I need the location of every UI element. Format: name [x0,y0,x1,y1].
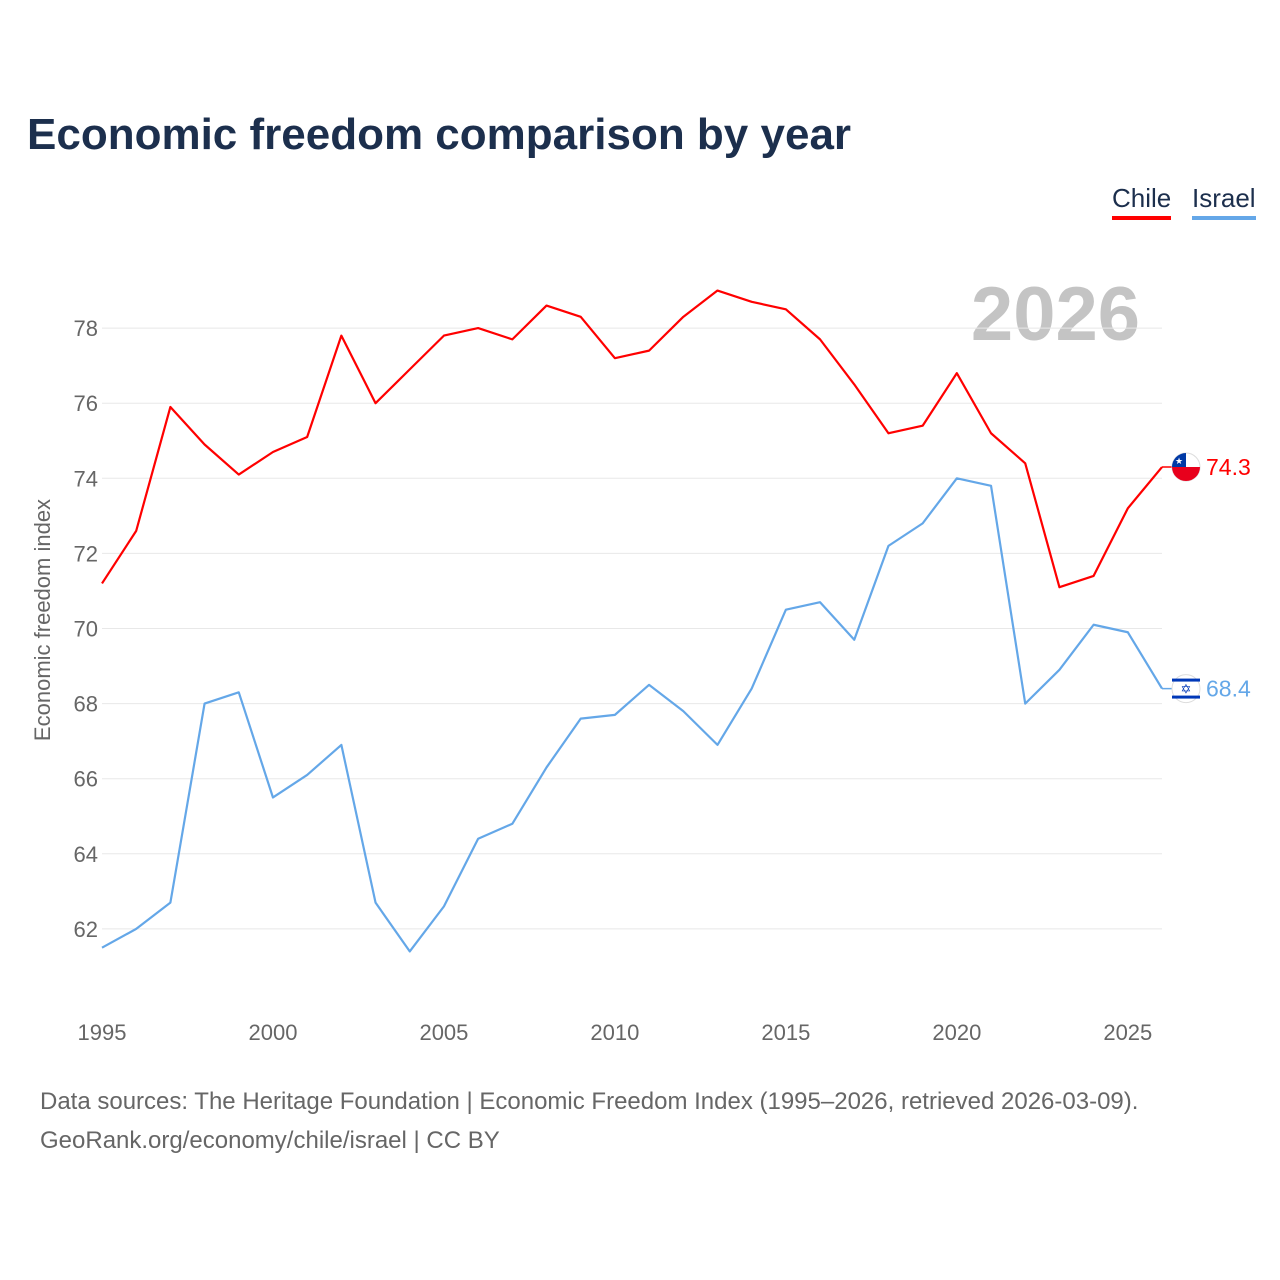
chile-flag-red [1172,467,1200,482]
x-tick-label: 2025 [1103,1020,1152,1045]
israel-flag-stripe [1172,678,1200,682]
x-tick-label: 1995 [78,1020,127,1045]
y-tick-label: 72 [74,541,98,566]
chile-flag-blue [1172,453,1186,468]
x-tick-label: 2005 [419,1020,468,1045]
y-tick-label: 68 [74,692,98,717]
legend-israel[interactable]: Israel [1192,183,1256,220]
x-tick-label: 2020 [932,1020,981,1045]
legend-chile[interactable]: Chile [1112,183,1172,220]
israel-flag-stripe [1172,695,1200,699]
y-tick-label: 70 [74,617,98,642]
x-tick-label: 2010 [590,1020,639,1045]
end-label-israel: 68.4 [1206,676,1251,702]
series-line-israel [101,477,1163,953]
y-axis-label: Economic freedom index [30,499,55,741]
chart-title: Economic freedom comparison by year [27,110,852,159]
source-link[interactable]: GeoRank.org/economy/chile/israel | CC BY [40,1127,500,1154]
y-tick-label: 76 [74,391,98,416]
year-watermark: 2026 [971,272,1140,357]
israel-flag-star: ✡ [1181,682,1192,697]
end-label-chile: 74.3 [1206,454,1251,480]
chile-flag-star: ★ [1175,456,1183,466]
series-line-chile [101,289,1163,589]
y-tick-label: 66 [74,767,98,792]
y-tick-label: 64 [74,842,98,867]
source-note: Data sources: The Heritage Foundation | … [40,1088,1139,1115]
y-tick-label: 62 [74,917,98,942]
x-tick-label: 2000 [248,1020,297,1045]
y-tick-label: 78 [74,316,98,341]
x-tick-label: 2015 [761,1020,810,1045]
y-tick-label: 74 [74,466,98,491]
